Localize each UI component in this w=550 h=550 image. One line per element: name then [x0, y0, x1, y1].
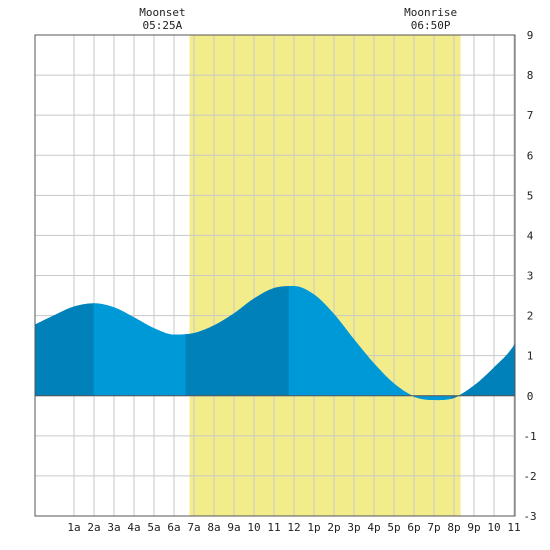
x-tick-label: 8a: [207, 521, 220, 534]
x-tick-label: 11: [507, 521, 520, 534]
moon-event-label: Moonrise: [404, 6, 457, 19]
y-tick-label: 1: [527, 350, 534, 363]
x-tick-label: 9p: [467, 521, 480, 534]
y-tick-label: 3: [527, 270, 534, 283]
x-tick-label: 11: [267, 521, 280, 534]
moon-event-label: Moonset: [139, 6, 185, 19]
x-tick-label: 1a: [67, 521, 80, 534]
tide-area-segment: [93, 303, 187, 397]
y-tick-label: 8: [527, 69, 534, 82]
x-tick-label: 3p: [347, 521, 360, 534]
x-tick-label: 4p: [367, 521, 380, 534]
moon-event-time: 06:50P: [411, 19, 451, 32]
x-tick-label: 4a: [127, 521, 140, 534]
x-tick-label: 1p: [307, 521, 320, 534]
x-tick-label: 2p: [327, 521, 340, 534]
y-tick-label: 2: [527, 310, 534, 323]
y-tick-label: -1: [523, 430, 536, 443]
y-tick-label: 0: [527, 390, 534, 403]
x-tick-label: 2a: [87, 521, 100, 534]
x-tick-label: 8p: [447, 521, 460, 534]
y-tick-label: 7: [527, 109, 534, 122]
x-tick-label: 10: [247, 521, 260, 534]
x-tick-label: 10: [487, 521, 500, 534]
y-tick-label: -2: [523, 470, 536, 483]
moon-event-time: 05:25A: [143, 19, 183, 32]
tide-area-segment: [450, 343, 516, 400]
x-tick-labels: 1a 2a 3a 4a 5a 6a 7a 8a 9a 10 11 12 1p 2p 3p 4p 5p 6p 7p 8p…: [67, 521, 520, 534]
x-tick-label: 12: [287, 521, 300, 534]
tide-area-segment: [288, 286, 452, 401]
x-tick-label: 9a: [227, 521, 240, 534]
x-tick-label: 7a: [187, 521, 200, 534]
x-tick-label: 5a: [147, 521, 160, 534]
x-tick-label: 3a: [107, 521, 120, 534]
y-tick-label: 4: [527, 229, 534, 242]
y-tick-label: 6: [527, 149, 534, 162]
tide-fill-layer: [34, 286, 516, 401]
y-tick-label: 5: [527, 189, 534, 202]
y-tick-label: -3: [523, 510, 536, 523]
y-tick-labels: -3 -2 -1 0 1 2 3 4 5 6 7 8 9: [523, 29, 536, 523]
x-tick-label: 6a: [167, 521, 180, 534]
plot-frame: [34, 34, 516, 517]
y-tick-label: 9: [527, 29, 534, 42]
x-tick-label: 5p: [387, 521, 400, 534]
tide-area-segment: [34, 303, 95, 397]
tide-area-segment: [185, 286, 290, 397]
x-tick-label: 7p: [427, 521, 440, 534]
x-tick-label: 6p: [407, 521, 420, 534]
